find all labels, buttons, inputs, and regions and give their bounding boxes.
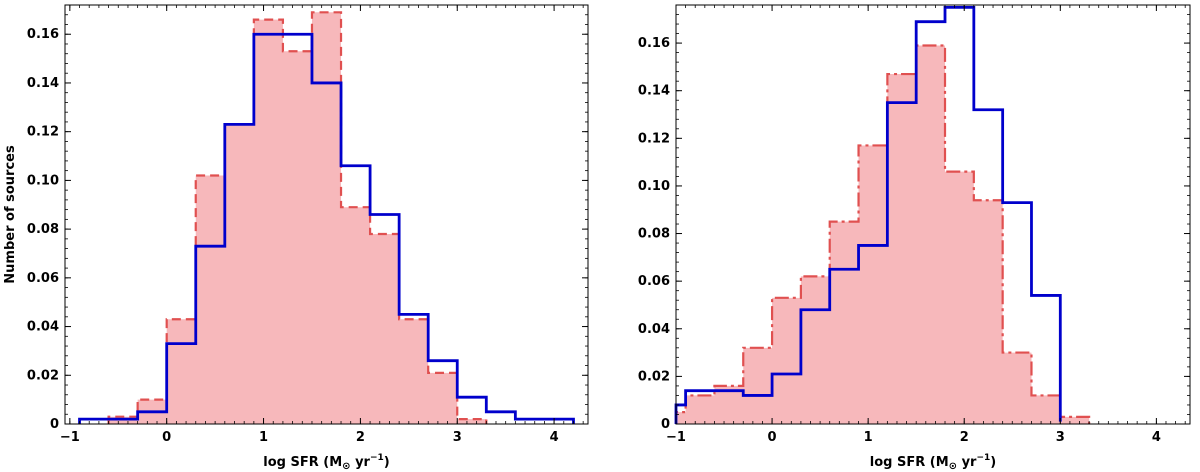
right-blue-bin-4 xyxy=(772,374,801,424)
left-x-tick-label: 0 xyxy=(162,430,171,445)
left-series-blue-line xyxy=(78,32,575,424)
right-red-bin-14 xyxy=(1060,417,1089,424)
right-blue-bin-8 xyxy=(887,103,916,424)
left-x-tick-label: −1 xyxy=(60,430,80,445)
left-blue-bin-2 xyxy=(138,412,167,424)
right-blue-bin-5 xyxy=(801,310,830,424)
right-blue-bin-6 xyxy=(830,269,859,424)
right-blue-bin-3 xyxy=(743,395,772,424)
left-blue-bin-14 xyxy=(486,412,515,424)
left-y-axis-label: Number of sources xyxy=(3,145,18,284)
left-blue-bin-7 xyxy=(283,34,312,424)
right-x-tick-label: 1 xyxy=(864,430,873,445)
right-blue-bin-13 xyxy=(1031,295,1060,424)
left-blue-bin-6 xyxy=(254,34,283,424)
right-histogram-panel: −1 0 1 2 3 400.020.040.060.080.100.120.140.16… xyxy=(638,4,1191,472)
left-x-tick-label: 4 xyxy=(550,430,559,445)
left-blue-bin-9 xyxy=(341,166,370,424)
left-y-tick-label: 0 xyxy=(50,417,59,432)
right-blue-bin-7 xyxy=(859,245,888,424)
left-blue-bin-11 xyxy=(399,314,428,424)
left-y-tick-label: 0.10 xyxy=(27,173,59,188)
right-x-axis-label: log SFR (M⊙ yr−1) xyxy=(870,453,996,472)
right-blue-bin-1 xyxy=(686,391,715,424)
left-y-tick-label: 0.14 xyxy=(27,76,59,91)
left-x-tick-label: 3 xyxy=(453,430,462,445)
left-blue-bin-1 xyxy=(109,419,138,424)
right-x-tick-label: 4 xyxy=(1152,430,1161,445)
right-x-tick-label: 3 xyxy=(1056,430,1065,445)
right-y-tick-label: 0.10 xyxy=(638,179,670,194)
right-series-red-line xyxy=(674,44,1091,424)
left-y-tick-label: 0.06 xyxy=(27,271,59,286)
left-blue-bin-3 xyxy=(167,344,196,424)
left-blue-bin-13 xyxy=(457,397,486,424)
left-x-tick-label: 2 xyxy=(356,430,365,445)
left-y-tick-label: 0.02 xyxy=(27,368,59,383)
left-blue-bin-4 xyxy=(196,246,225,424)
right-y-tick-label: 0.12 xyxy=(638,131,670,146)
left-x-tick-label: 1 xyxy=(259,430,268,445)
right-y-tick-label: 0 xyxy=(661,417,670,432)
right-y-tick-label: 0.08 xyxy=(638,227,670,242)
left-histogram-panel: −1 0 1 2 3 400.020.040.060.080.100.120.140.16… xyxy=(3,4,589,472)
right-series-blue-line xyxy=(674,5,1062,424)
left-y-tick-label: 0.04 xyxy=(27,320,59,335)
right-x-tick-label: 0 xyxy=(768,430,777,445)
left-y-tick-label: 0.08 xyxy=(27,222,59,237)
right-blue-bin-2 xyxy=(714,391,743,424)
left-blue-bin-16 xyxy=(544,419,573,424)
right-y-tick-label: 0.04 xyxy=(638,322,670,337)
right-y-tick-label: 0.14 xyxy=(638,84,670,99)
right-y-tick-label: 0.06 xyxy=(638,274,670,289)
right-series-red-fill xyxy=(676,45,1090,425)
right-y-tick-label: 0.02 xyxy=(638,369,670,384)
left-y-tick-label: 0.16 xyxy=(27,27,59,42)
right-y-tick-label: 0.16 xyxy=(638,36,670,51)
right-x-tick-label: −1 xyxy=(666,430,686,445)
left-y-tick-label: 0.12 xyxy=(27,125,59,140)
left-series-red-fill xyxy=(108,12,487,425)
left-plot-frame xyxy=(64,4,589,425)
right-blue-bin-12 xyxy=(1003,203,1032,424)
left-blue-bin-15 xyxy=(515,419,544,424)
left-blue-bin-12 xyxy=(428,361,457,424)
left-blue-bin-5 xyxy=(225,124,254,424)
left-x-axis-label: log SFR (M⊙ yr−1) xyxy=(263,453,389,472)
right-blue-bin-10 xyxy=(945,7,974,424)
left-blue-bin-8 xyxy=(312,83,341,424)
left-blue-bin-0 xyxy=(80,419,109,424)
right-blue-bin-9 xyxy=(916,22,945,424)
right-blue-bin-11 xyxy=(974,110,1003,424)
left-blue-bin-10 xyxy=(370,215,399,425)
right-x-tick-label: 2 xyxy=(960,430,969,445)
